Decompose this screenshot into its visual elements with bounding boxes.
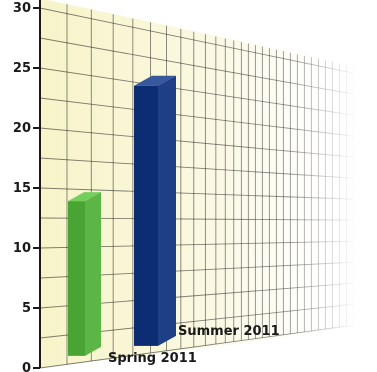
bar — [134, 75, 176, 346]
y-tick-label: 5 — [22, 301, 31, 316]
bar-top-face — [68, 192, 101, 202]
bar-front-face — [134, 85, 158, 346]
bar-top-face — [134, 75, 176, 86]
grid-fade-overlay — [180, 0, 377, 372]
bar-front-face — [68, 201, 85, 356]
y-tick-label: 10 — [13, 241, 31, 256]
bar-category-label: Spring 2011 — [108, 351, 197, 366]
y-tick-label: 20 — [13, 121, 31, 136]
category-labels: Spring 2011 Summer 2011 — [108, 324, 280, 366]
bar-side-face — [158, 75, 176, 346]
y-tick-label: 15 — [13, 181, 31, 196]
y-tick-label: 25 — [13, 61, 31, 76]
bar — [68, 192, 101, 356]
bar-category-label: Summer 2011 — [178, 324, 280, 339]
bar-side-face — [85, 192, 101, 356]
bars — [68, 75, 176, 356]
y-tick-label: 30 — [13, 1, 31, 16]
y-axis: 0 5 10 15 20 25 30 — [13, 0, 41, 372]
y-tick-label: 0 — [22, 361, 31, 372]
